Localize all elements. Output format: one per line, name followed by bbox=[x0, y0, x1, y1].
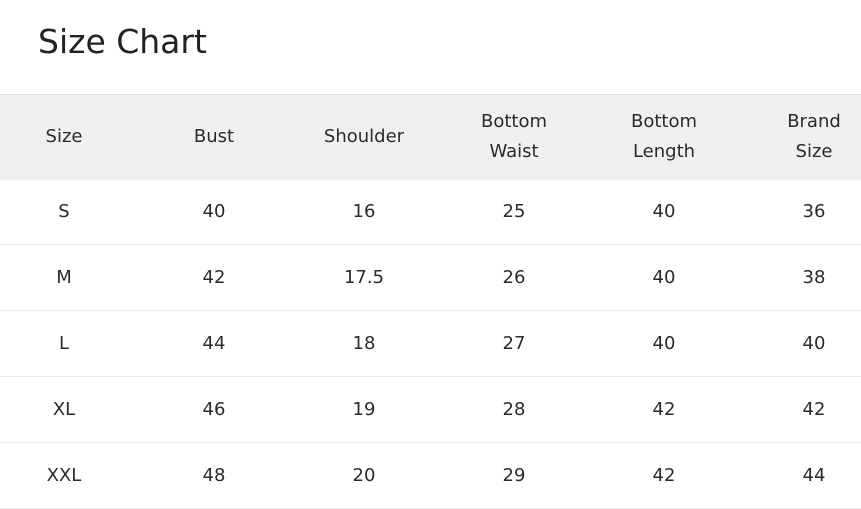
table-row: S 40 16 25 40 36 bbox=[0, 180, 861, 245]
column-header-text: Length bbox=[632, 141, 696, 163]
table-row: L 44 18 27 40 40 bbox=[0, 311, 861, 377]
column-header: Bottom Waist bbox=[439, 95, 589, 180]
table-cell: 42 bbox=[202, 267, 226, 288]
column-header-text: Bottom bbox=[630, 111, 698, 133]
size-chart-table: Size Bust Shoulder Bottom Waist Bottom Length B… bbox=[0, 94, 861, 509]
table-cell: M bbox=[56, 267, 72, 288]
table-cell: 16 bbox=[352, 201, 376, 223]
table-row: XXL 48 20 29 42 44 bbox=[0, 443, 861, 509]
table-cell: 29 bbox=[502, 465, 526, 486]
table-cell: 40 bbox=[202, 201, 226, 223]
column-header-text: Size bbox=[795, 141, 833, 163]
table-cell: 27 bbox=[502, 333, 526, 354]
column-header-text: Size bbox=[45, 126, 83, 148]
table-cell: 48 bbox=[202, 465, 226, 486]
table-cell: XXL bbox=[46, 465, 82, 486]
table-cell: 18 bbox=[352, 333, 376, 354]
table-cell: 42 bbox=[652, 399, 676, 420]
table-cell: 25 bbox=[502, 201, 526, 223]
column-header-text: Shoulder bbox=[323, 126, 405, 148]
column-header: Bust bbox=[139, 95, 289, 180]
table-cell: 42 bbox=[802, 399, 826, 420]
table-cell: 38 bbox=[802, 267, 826, 288]
column-header-text: Bust bbox=[193, 126, 235, 148]
table-cell: 40 bbox=[802, 333, 826, 354]
table-cell: 26 bbox=[502, 267, 526, 288]
table-cell: 36 bbox=[802, 201, 826, 223]
table-cell: 40 bbox=[652, 333, 676, 354]
column-header-text: Waist bbox=[489, 141, 539, 163]
column-header: Bottom Length bbox=[589, 95, 739, 180]
column-header-text: Bottom bbox=[480, 111, 548, 133]
table-cell: 17.5 bbox=[343, 267, 385, 288]
table-cell: 19 bbox=[352, 399, 376, 420]
page-title: Size Chart bbox=[38, 22, 207, 61]
table-cell: L bbox=[58, 333, 70, 354]
table-cell: 44 bbox=[802, 465, 826, 486]
table-row: XL 46 19 28 42 42 bbox=[0, 377, 861, 443]
table-cell: 28 bbox=[502, 399, 526, 420]
column-header: Size bbox=[0, 95, 139, 180]
column-header: Brand Size bbox=[739, 95, 861, 180]
column-header: Shoulder bbox=[289, 95, 439, 180]
table-cell: 42 bbox=[652, 465, 676, 486]
column-header-text: Brand bbox=[787, 111, 841, 133]
table-cell: 20 bbox=[352, 465, 376, 486]
table-cell: XL bbox=[52, 399, 76, 420]
table-cell: 44 bbox=[202, 333, 226, 354]
table-header-row: Size Bust Shoulder Bottom Waist Bottom Length B… bbox=[0, 94, 861, 180]
table-cell: 40 bbox=[652, 201, 676, 223]
table-cell: S bbox=[58, 201, 70, 223]
table-cell: 46 bbox=[202, 399, 226, 420]
table-row: M 42 17.5 26 40 38 bbox=[0, 245, 861, 311]
table-cell: 40 bbox=[652, 267, 676, 288]
